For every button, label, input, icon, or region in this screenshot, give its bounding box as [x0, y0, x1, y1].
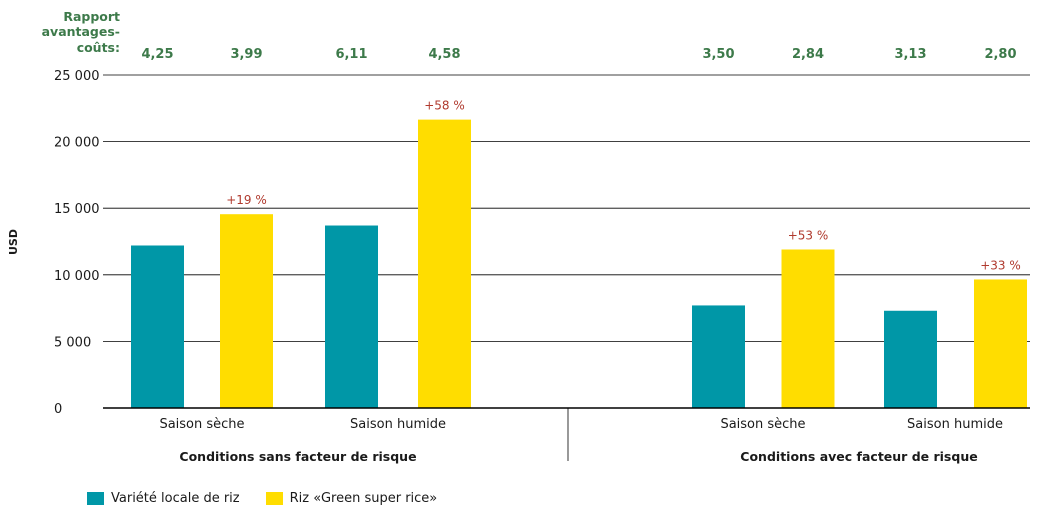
- bar-local-g1-c0: [692, 305, 745, 408]
- bar-local-g1-c1: [884, 310, 937, 408]
- bar-local-g0-c1: [325, 225, 378, 408]
- ratio-label-g0-c1-s0: 6,11: [335, 47, 367, 62]
- category-label-g0-c1: Saison humide: [350, 417, 446, 432]
- y-tick-label-3: 15 000: [54, 202, 100, 217]
- ratio-header-line-0: Rapport: [63, 9, 120, 24]
- bar-gsr-g0-c0: [220, 214, 273, 408]
- ratio-label-g1-c0-s1: 2,84: [792, 47, 824, 62]
- y-tick-label-1: 5 000: [54, 335, 91, 350]
- ratio-label-g1-c0-s0: 3,50: [702, 47, 734, 62]
- y-tick-label-0: 0: [54, 402, 62, 417]
- y-tick-label-2: 10 000: [54, 269, 100, 284]
- annotation-g0-c1: +58 %: [424, 99, 465, 113]
- annotation-g0-c0: +19 %: [226, 193, 267, 207]
- category-label-g0-c0: Saison sèche: [159, 417, 244, 432]
- category-label-g1-c1: Saison humide: [907, 417, 1003, 432]
- y-tick-label-4: 20 000: [54, 136, 100, 151]
- annotation-g1-c0: +53 %: [788, 228, 829, 242]
- ratio-label-g1-c1-s1: 2,80: [984, 47, 1016, 62]
- legend: Variété locale de riz Riz «Green super r…: [87, 488, 463, 508]
- ratio-label-g0-c0-s0: 4,25: [141, 47, 173, 62]
- bar-local-g0-c0: [131, 245, 184, 408]
- ratio-header-line-2: coûts:: [77, 40, 120, 55]
- y-axis-label: USD: [7, 229, 20, 255]
- ratio-label-g0-c0-s1: 3,99: [230, 47, 262, 62]
- y-tick-label-5: 25 000: [54, 69, 100, 84]
- group-label-0: Conditions sans facteur de risque: [179, 449, 416, 464]
- ratio-label-g0-c1-s1: 4,58: [428, 47, 460, 62]
- legend-swatch-gsr: [265, 491, 283, 505]
- bar-gsr-g1-c0: [781, 249, 835, 408]
- bar-gsr-g1-c1: [974, 279, 1027, 408]
- legend-label-gsr: Riz «Green super rice»: [289, 490, 438, 506]
- annotation-g1-c1: +33 %: [980, 258, 1021, 272]
- legend-swatch-local: [87, 491, 104, 505]
- ratio-header-line-1: avantages-: [42, 24, 120, 39]
- legend-label-local: Variété locale de riz: [111, 490, 240, 506]
- bar-gsr-g0-c1: [418, 119, 471, 408]
- legend-item-gsr: Riz «Green super rice»: [265, 490, 438, 506]
- group-label-1: Conditions avec facteur de risque: [740, 449, 977, 464]
- ratio-label-g1-c1-s0: 3,13: [894, 47, 926, 62]
- legend-item-local: Variété locale de riz: [87, 491, 240, 506]
- bar-chart: 0 5 000 10 000 15 000 20 000 25 000 USD Rapport…: [7, 9, 1030, 464]
- category-label-g1-c0: Saison sèche: [720, 417, 805, 432]
